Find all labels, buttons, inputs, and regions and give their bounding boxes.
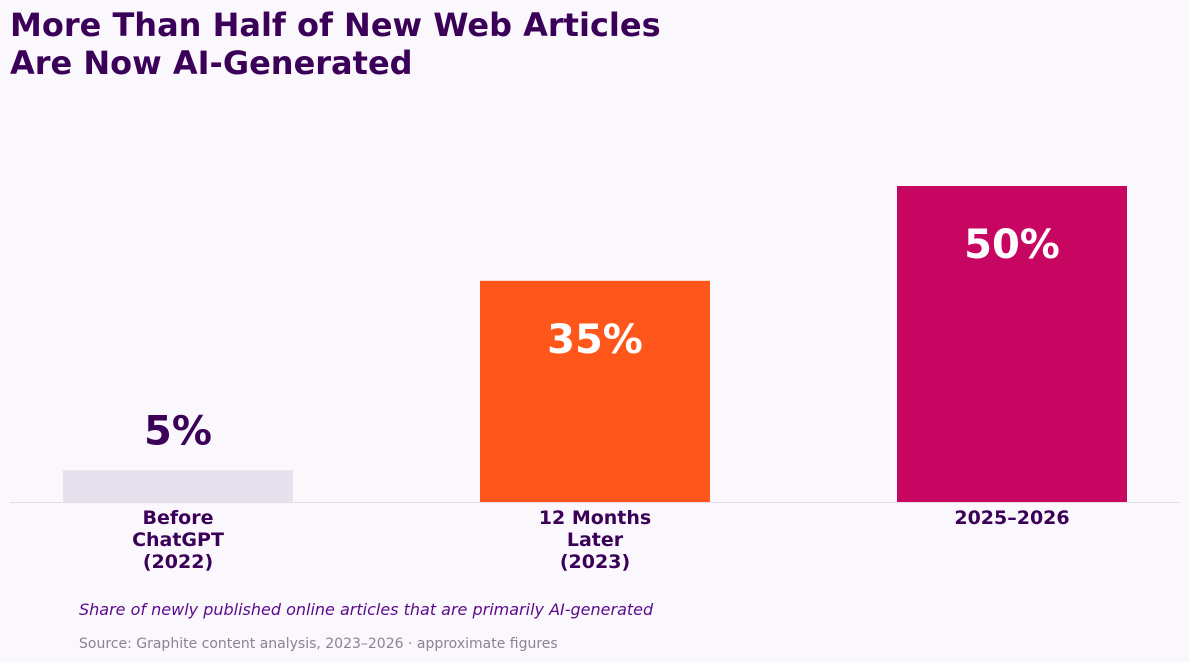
value-label-1: 5%	[144, 408, 212, 454]
category-label-1-line-1: Before	[143, 507, 214, 529]
category-label-2-line-3: (2023)	[560, 551, 630, 573]
category-label-2-line-1: 12 Months	[539, 507, 651, 529]
category-label-3-line-1: 2025–2026	[954, 507, 1069, 529]
chart-title: More Than Half of New Web Articles Are N…	[10, 6, 661, 82]
bar-3	[897, 186, 1127, 502]
chart-title-line-2: Are Now AI-Generated	[10, 44, 413, 82]
bar-2	[480, 280, 710, 502]
category-label-2-line-2: Later	[567, 529, 624, 551]
category-label-1-line-2: ChatGPT	[132, 529, 224, 551]
bar-1	[63, 470, 293, 502]
chart-title-line-1: More Than Half of New Web Articles	[10, 6, 661, 44]
value-label-2: 35%	[547, 317, 643, 363]
category-label-1-line-3: (2022)	[143, 551, 213, 573]
chart-source: Source: Graphite content analysis, 2023–…	[79, 636, 558, 652]
value-label-3: 50%	[964, 222, 1060, 268]
chart-subtitle: Share of newly published online articles…	[79, 600, 654, 619]
